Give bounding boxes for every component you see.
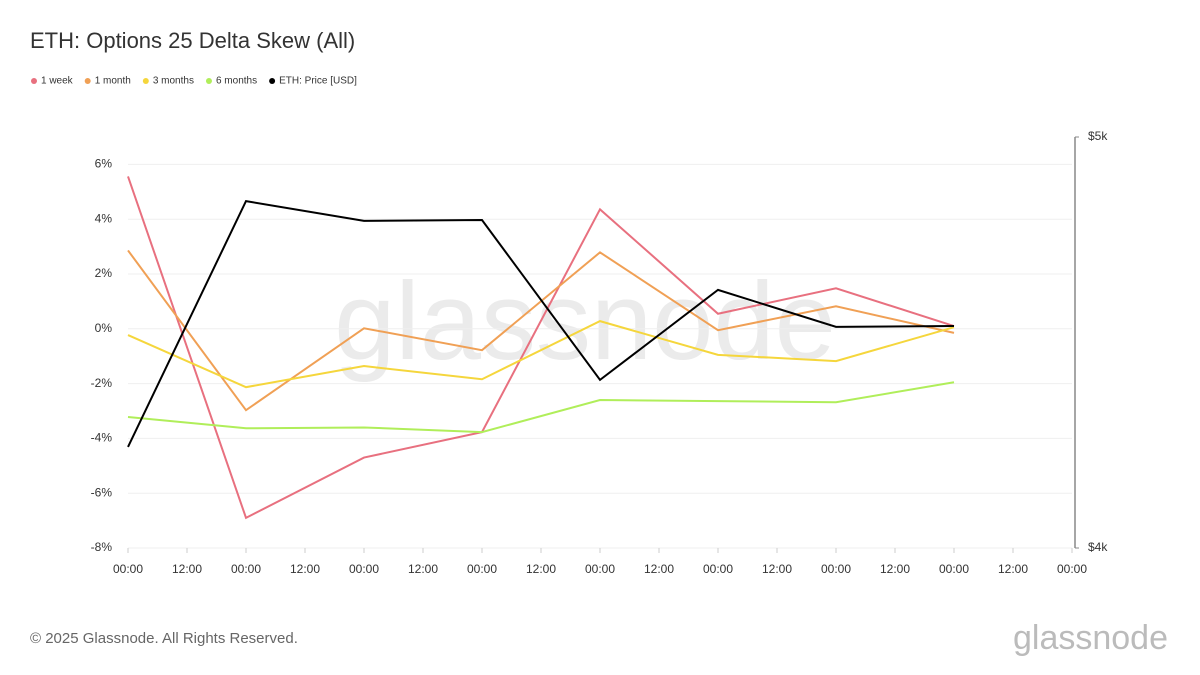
x-tick-label: 00:00 xyxy=(821,562,851,576)
x-tick-label: 12:00 xyxy=(172,562,202,576)
legend-label: 3 months xyxy=(153,76,194,87)
x-tick-label: 12:00 xyxy=(880,562,910,576)
legend-dot xyxy=(142,78,149,84)
x-tick-label: 00:00 xyxy=(113,562,143,576)
x-tick-label: 00:00 xyxy=(231,562,261,576)
legend-dot xyxy=(269,78,276,84)
series-line xyxy=(127,200,955,448)
legend-label: 1 month xyxy=(95,76,131,87)
legend-label: 6 months xyxy=(216,76,257,87)
y2-tick-label: $5k xyxy=(1088,129,1108,143)
x-tick-label: 00:00 xyxy=(703,562,733,576)
x-tick-label: 00:00 xyxy=(1057,562,1087,576)
x-tick-label: 12:00 xyxy=(526,562,556,576)
y-tick-label: -4% xyxy=(91,431,113,445)
x-tick-label: 12:00 xyxy=(998,562,1028,576)
x-tick-label: 00:00 xyxy=(349,562,379,576)
y-tick-label: -2% xyxy=(91,376,113,390)
x-tick-label: 12:00 xyxy=(408,562,438,576)
x-tick-label: 00:00 xyxy=(467,562,497,576)
watermark: glassnode xyxy=(334,260,836,383)
legend-label: ETH: Price [USD] xyxy=(279,76,357,87)
footer: © 2025 Glassnode. All Rights Reserved. xyxy=(30,630,298,647)
x-tick-label: 00:00 xyxy=(585,562,615,576)
y2-tick-label: $4k xyxy=(1088,540,1108,554)
y-tick-label: 0% xyxy=(95,321,113,335)
y-tick-label: 4% xyxy=(95,211,113,225)
y-tick-label: -6% xyxy=(91,485,113,499)
y-tick-label: 6% xyxy=(95,157,113,171)
legend-dot xyxy=(84,78,91,84)
x-tick-label: 12:00 xyxy=(290,562,320,576)
chart-title: ETH: Options 25 Delta Skew (All) xyxy=(30,28,355,53)
y-tick-label: 2% xyxy=(95,266,113,280)
y-tick-label: -8% xyxy=(91,540,113,554)
x-tick-label: 12:00 xyxy=(762,562,792,576)
legend-label: 1 week xyxy=(41,76,74,87)
series-line xyxy=(127,381,955,434)
legend-dot xyxy=(31,78,37,84)
series-line xyxy=(127,320,955,389)
x-tick-label: 00:00 xyxy=(939,562,969,576)
logo: glassnode xyxy=(1013,619,1168,657)
x-tick-label: 12:00 xyxy=(644,562,674,576)
series-line xyxy=(127,176,955,520)
legend-dot xyxy=(205,78,212,84)
